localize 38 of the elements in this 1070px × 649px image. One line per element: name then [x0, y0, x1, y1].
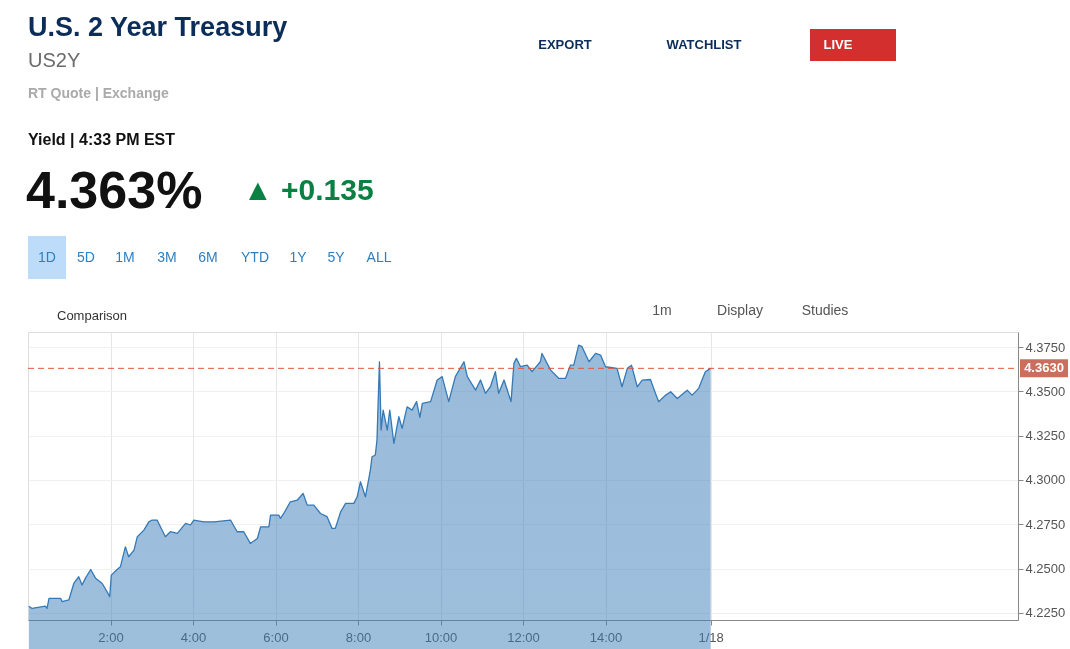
y-tick-label: 4.2500: [1025, 561, 1066, 577]
x-tick-label: 1/18: [698, 629, 724, 645]
y-tick-label: 4.3250: [1025, 428, 1066, 444]
y-tick-label: 4.3000: [1025, 472, 1066, 488]
x-tick-label: 4:00: [180, 629, 207, 645]
x-tick-label: 2:00: [98, 629, 124, 645]
x-tick-label: 8:00: [345, 629, 372, 645]
text: 1D: [38, 249, 56, 265]
text: Comparison: [57, 308, 128, 323]
x-tick-label: 14:00: [589, 629, 623, 645]
y-tick-label: 4.2250: [1025, 605, 1066, 621]
x-tick-label: 6:00: [263, 629, 289, 645]
text: 3M: [157, 249, 177, 265]
text: EXPORT: [538, 37, 592, 52]
text: ALL: [366, 249, 392, 265]
text: 1M: [115, 249, 135, 265]
text: ▲ +0.135: [243, 173, 374, 206]
y-tick-label: 4.3750: [1025, 339, 1066, 355]
chart-title: U.S. 2 Year Treasury: [28, 12, 288, 42]
ref-line-label: 4.3630: [1024, 360, 1064, 376]
x-tick-label: 10:00: [424, 629, 458, 645]
text: YTD: [241, 249, 269, 265]
text: 1Y: [289, 249, 308, 265]
text: 5Y: [327, 249, 346, 265]
text: WATCHLIST: [666, 37, 742, 52]
y-tick-label: 4.2750: [1025, 516, 1066, 532]
text: 6M: [198, 249, 218, 265]
text: Display: [717, 302, 763, 318]
x-tick-label: 12:00: [507, 629, 540, 645]
text: RT Quote | Exchange: [28, 85, 170, 101]
text: 5D: [77, 249, 95, 265]
text: Studies: [801, 302, 849, 318]
y-tick-label: 4.3500: [1025, 383, 1066, 399]
text: Yield | 4:33 PM EST: [28, 131, 176, 148]
chart-subtitle: US2Y: [28, 49, 81, 71]
text: LIVE: [823, 37, 853, 52]
text: 4.363%: [26, 161, 203, 219]
text: 1m: [652, 302, 672, 318]
